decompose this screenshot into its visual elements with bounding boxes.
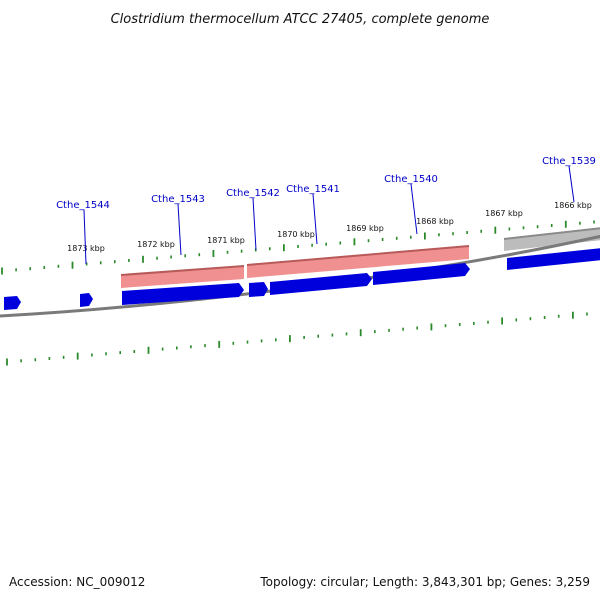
lower-scale-ticks [6,311,588,366]
cds-arrow-cthe-1541[interactable] [270,273,372,295]
cds-arrow-cthe-1543[interactable] [122,283,244,305]
feature-track-pink-left-edge [120,265,245,276]
cds-arrow-cthe-1539[interactable] [507,248,600,270]
scale-label-1867-kbp: 1867 kbp [485,209,523,218]
feature-bars [120,227,600,288]
feature-track-gray[interactable] [504,228,600,251]
leader-cthe-1543 [177,203,182,256]
accession-text: Accession: NC_009012 [9,575,145,589]
leader-cthe-1544 [83,209,87,265]
feature-track-pink-left[interactable] [121,266,244,288]
leader-cthe-1539 [568,165,575,203]
cds-arrow-left-edge[interactable] [4,296,21,310]
scale-labels: 1873 kbp 1872 kbp 1871 kbp 1870 kbp 1869… [67,201,592,253]
cds-arrow-cthe-1544[interactable] [80,293,93,307]
gene-labels: Cthe_1544 Cthe_1543 Cthe_1542 Cthe_1541 … [56,156,596,211]
leader-cthe-1541 [312,193,318,245]
cds-arrows [4,248,600,310]
cds-arrow-cthe-1542[interactable] [249,282,268,297]
scale-label-1866-kbp: 1866 kbp [554,201,592,210]
gene-label-cthe-1540[interactable]: Cthe_1540 [384,174,438,185]
upper-scale-ticks [1,220,595,275]
gene-label-cthe-1539[interactable]: Cthe_1539 [542,156,596,167]
feature-track-gray-edge [503,227,600,240]
feature-track-pink-right[interactable] [247,246,469,278]
scale-label-1869-kbp: 1869 kbp [346,224,384,233]
scale-label-1873-kbp: 1873 kbp [67,244,105,253]
scale-label-1868-kbp: 1868 kbp [416,217,454,226]
gene-label-cthe-1543[interactable]: Cthe_1543 [151,194,205,205]
scale-label-1872-kbp: 1872 kbp [137,240,175,249]
gene-leaders [83,165,575,265]
map-title: Clostridium thermocellum ATCC 27405, com… [111,12,490,27]
genome-summary-text: Topology: circular; Length: 3,843,301 bp… [259,575,590,589]
leader-cthe-1542 [252,197,257,251]
leader-cthe-1540 [410,183,418,235]
cds-arrow-cthe-1540[interactable] [373,263,470,285]
scale-label-1870-kbp: 1870 kbp [277,230,315,239]
gene-label-cthe-1542[interactable]: Cthe_1542 [226,188,280,199]
gene-label-cthe-1544[interactable]: Cthe_1544 [56,200,110,211]
feature-track-pink-right-edge [246,245,470,266]
gene-label-cthe-1541[interactable]: Cthe_1541 [286,184,340,195]
scale-label-1871-kbp: 1871 kbp [207,236,245,245]
